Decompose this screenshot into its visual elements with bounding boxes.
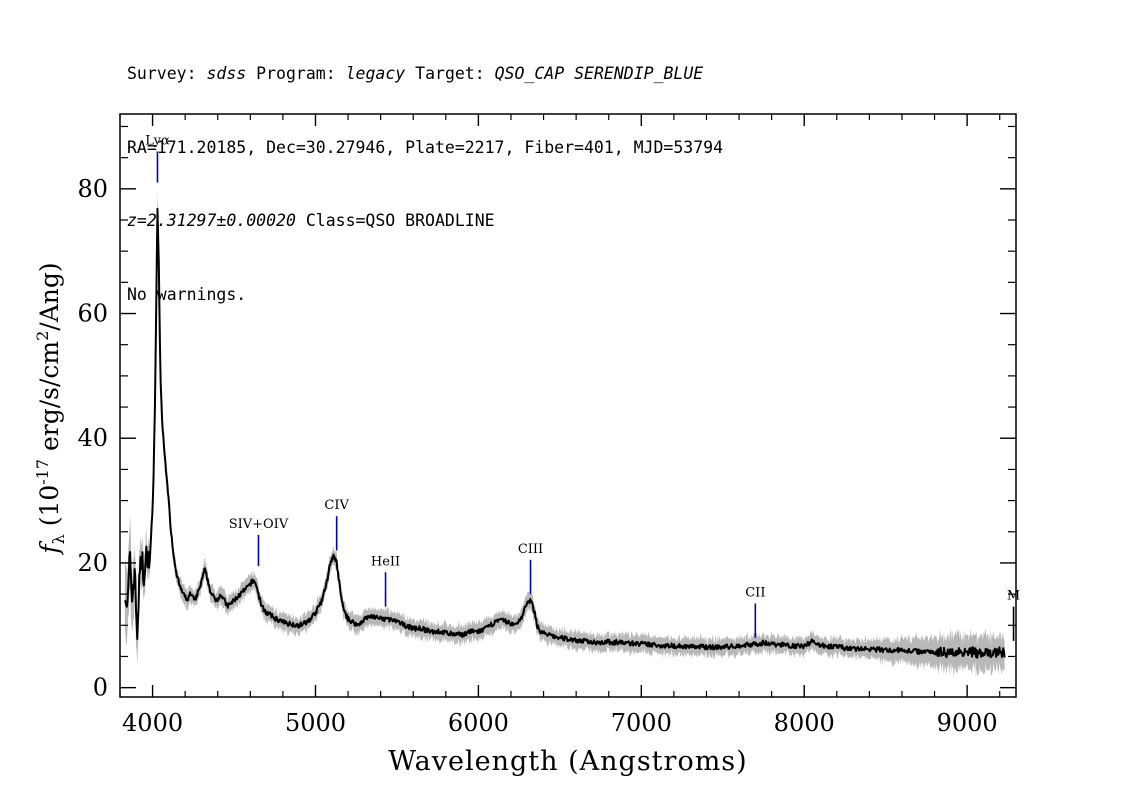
x-tick-label: 6000: [448, 709, 509, 737]
y-axis-label-exp2: 2: [33, 331, 52, 341]
survey-value: sdss: [206, 64, 247, 83]
emission-line-label: CIII: [518, 542, 543, 557]
program-label: Program:: [256, 64, 336, 83]
header-line-warnings: No warnings.: [127, 284, 247, 304]
emission-line-label: CII: [745, 585, 765, 600]
y-axis-label-exp1: -17: [33, 459, 52, 485]
x-axis-label: Wavelength (Angstroms): [388, 746, 747, 777]
x-tick-label: 4000: [122, 709, 183, 737]
y-axis-label: fλ (10-17 erg/s/cm2/Ang): [33, 262, 68, 555]
error-envelope: [124, 189, 1005, 679]
flux-line: [123, 207, 1006, 659]
emission-line-label: HeII: [371, 554, 400, 569]
emission-line-label: M: [1007, 589, 1020, 604]
error-envelope-area: [124, 189, 1005, 679]
y-axis-label-mid: erg/s/cm: [35, 341, 64, 451]
y-axis-label-open: (10: [35, 485, 64, 527]
plot-axes: [119, 113, 1017, 698]
x-tick-label: 8000: [774, 709, 835, 737]
flux-series: [123, 207, 1006, 659]
plot-frame: [119, 113, 1017, 698]
axis-ticks: 4000 5000 6000 7000 8000 9000 0 20 40 60 80: [77, 114, 1016, 737]
y-tick-label: 60: [77, 300, 108, 328]
y-tick-label: 40: [77, 424, 108, 452]
y-tick-label: 80: [77, 175, 108, 203]
header-line-redshift: z=2.31297±0.00020 Class=QSO BROADLINE: [127, 209, 723, 234]
emission-line-markers: Lyα SIV+OIV CIV HeII CIII CII M: [145, 133, 1020, 641]
target-value: QSO_CAP SERENDIP_BLUE: [494, 64, 704, 83]
y-tick-label: 20: [77, 549, 108, 577]
y-axis-label-symbol: f: [35, 541, 64, 556]
emission-line-label: CIV: [324, 498, 349, 513]
header-line-coordinates: RA=171.20185, Dec=30.27946, Plate=2217, …: [127, 137, 724, 157]
survey-label: Survey:: [127, 64, 197, 83]
x-tick-label: 5000: [285, 709, 346, 737]
emission-line-label: SIV+OIV: [229, 517, 289, 532]
header-line-survey: Survey: sdss Program: legacy Target: QSO…: [127, 62, 723, 87]
target-label: Target:: [415, 64, 485, 83]
redshift-value: z=2.31297±0.00020: [127, 211, 296, 230]
program-value: legacy: [345, 64, 406, 83]
emission-line-label: Lyα: [145, 133, 170, 148]
y-tick-label: 0: [93, 674, 108, 702]
x-tick-label: 9000: [937, 709, 998, 737]
y-axis-label-close: /Ang): [35, 262, 64, 330]
y-axis-label-subscript: λ: [49, 534, 68, 544]
spectrum-header: Survey: sdss Program: legacy Target: QSO…: [127, 13, 723, 332]
x-tick-label: 7000: [611, 709, 672, 737]
class-value: Class=QSO BROADLINE: [305, 211, 495, 230]
